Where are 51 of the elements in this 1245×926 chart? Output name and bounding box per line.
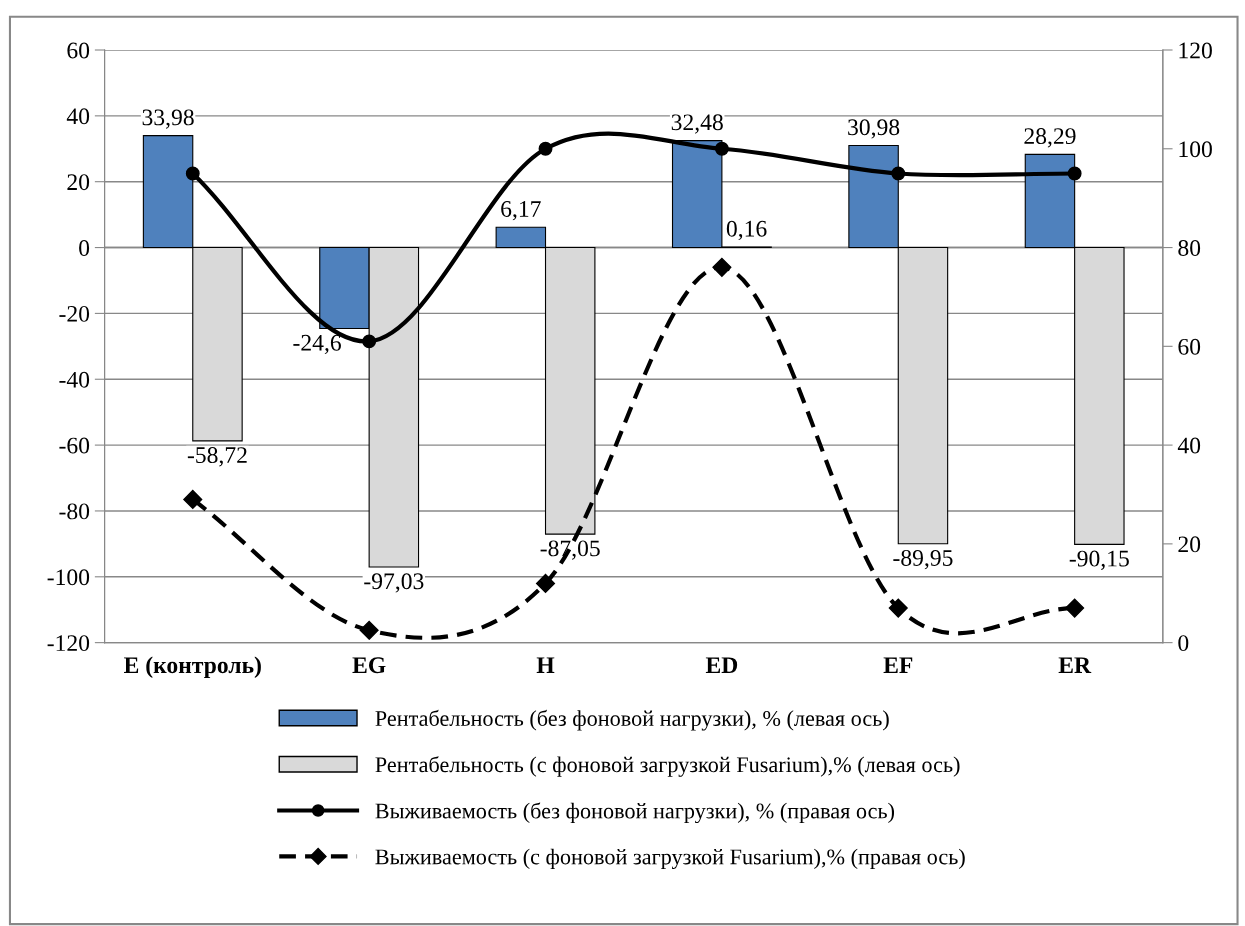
y2-tick-label: 80 [1178, 240, 1201, 256]
data-label: 28,29 [1024, 128, 1076, 148]
data-label: -24,6 [293, 334, 341, 355]
y-tick-label: -20 [59, 305, 90, 322]
y-tick-label: 40 [66, 108, 90, 125]
y-tick-label: -100 [47, 569, 90, 586]
y-tick-label: -120 [47, 635, 90, 652]
point [888, 598, 908, 618]
point [712, 257, 732, 277]
point [535, 573, 556, 593]
data-label: -90,15 [1069, 550, 1129, 570]
point [185, 166, 200, 181]
data-label: 6,17 [501, 201, 541, 221]
point [1067, 166, 1082, 181]
y2-tick-label: 0 [1178, 635, 1189, 652]
data-label: 0,16 [726, 220, 767, 241]
x-tick-label: EF [883, 657, 913, 673]
x-tick-label: E (контроль) [124, 656, 261, 678]
point [1065, 598, 1085, 618]
point [359, 620, 379, 640]
point [891, 166, 906, 181]
data-label: -87,05 [540, 540, 600, 560]
y2-tick-label: 120 [1179, 42, 1212, 59]
y2-tick-label: 40 [1177, 437, 1201, 454]
y-tick-label: -40 [59, 371, 90, 388]
legend-label: Выживаемость (без фоновой нагрузки), % (правая ось) [375, 802, 895, 824]
point [362, 334, 377, 349]
legend-label: Выживаемость (с фоновой загрузкой Fusarium),% (правая ось) [375, 848, 965, 869]
data-label: -89,95 [893, 549, 953, 570]
data-label: 30,98 [848, 119, 900, 139]
y-tick-label: 0 [79, 240, 90, 256]
y-tick-label: -60 [59, 437, 90, 454]
point [714, 141, 729, 156]
point [538, 141, 553, 156]
y-tick-label: -80 [59, 503, 90, 520]
data-label: -58,72 [187, 447, 247, 467]
data-label: 33,98 [142, 109, 194, 129]
y-tick-label: 60 [67, 42, 90, 59]
x-tick-label: H [536, 657, 555, 673]
legend-label: Рентабельность (без фоновой нагрузки), % (левая ось) [375, 709, 889, 731]
y-tick-label: 20 [67, 174, 90, 191]
x-tick-label: ER [1058, 657, 1092, 673]
point [183, 489, 203, 509]
y2-tick-label: 20 [1178, 536, 1201, 553]
x-tick-label: ED [705, 657, 738, 673]
x-tick-label: EG [352, 657, 386, 674]
y2-tick-label: 100 [1179, 141, 1212, 158]
data-label: -97,03 [364, 573, 424, 593]
data-label: 32,48 [671, 114, 723, 134]
legend-label: Рентабельность (с фоновой загрузкой Fusarium),% (левая ось) [375, 756, 960, 777]
y2-tick-label: 60 [1178, 338, 1201, 355]
